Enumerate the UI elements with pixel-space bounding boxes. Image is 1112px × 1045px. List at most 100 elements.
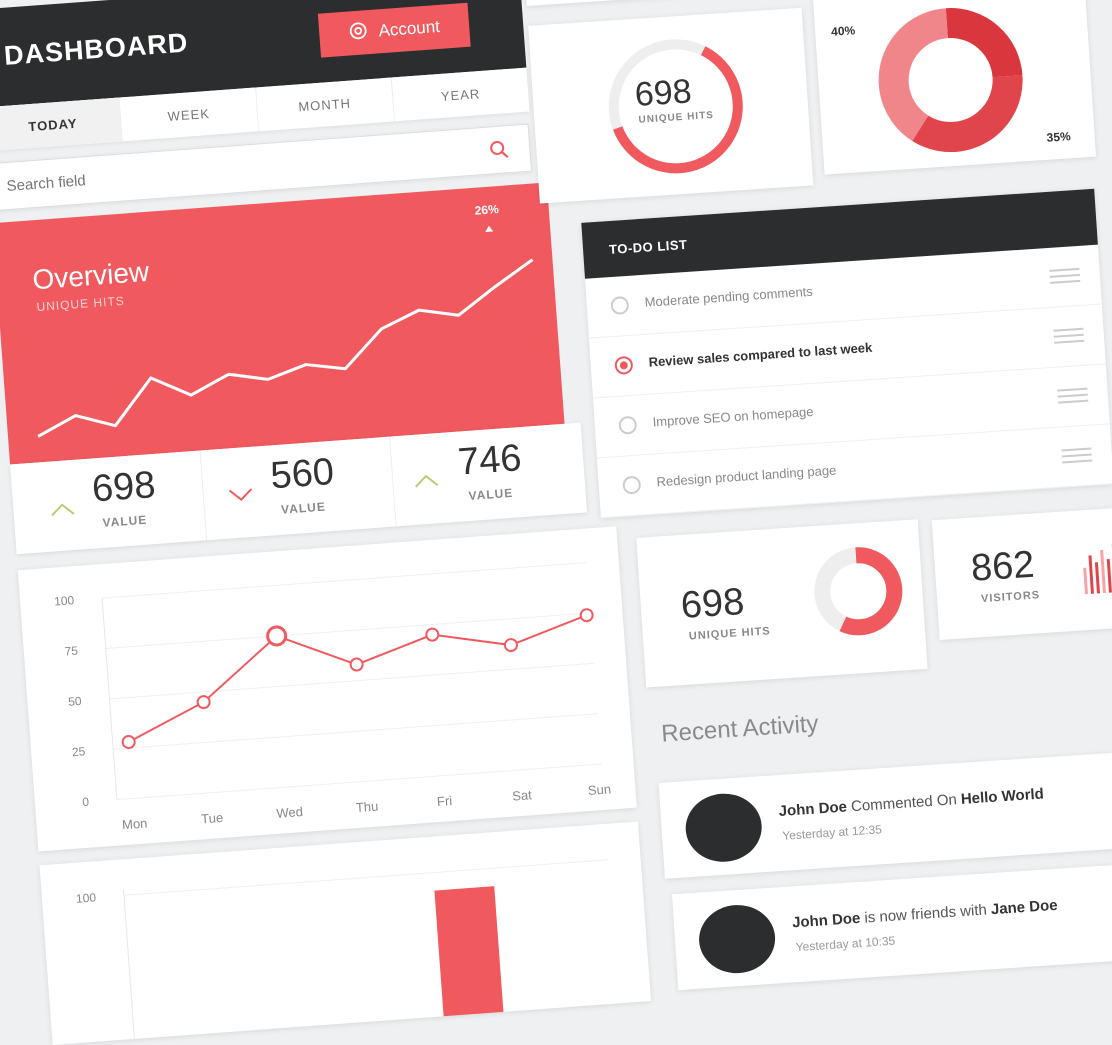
gear-icon xyxy=(348,20,370,46)
visitor-bar xyxy=(1095,562,1100,593)
account-button[interactable]: Account xyxy=(318,3,471,58)
activity-item[interactable]: John Doe is now friends with Jane Doe Ye… xyxy=(672,861,1112,990)
hits-donut xyxy=(636,519,927,687)
activity-target[interactable]: Jane Doe xyxy=(990,897,1058,918)
y-tick-label: 75 xyxy=(64,644,79,659)
account-label: Account xyxy=(378,17,441,41)
todo-title: TO-DO LIST xyxy=(609,237,688,257)
activity-actor[interactable]: John Doe xyxy=(778,799,847,820)
radio-icon[interactable] xyxy=(622,475,641,494)
overview-sparkline xyxy=(0,182,565,464)
donut-value: 698 xyxy=(634,72,693,115)
search-icon[interactable] xyxy=(489,139,511,165)
activity-action: Commented On xyxy=(846,791,961,816)
checked-radio-icon[interactable] xyxy=(614,356,633,375)
tab-week[interactable]: WEEK xyxy=(119,88,258,142)
bar-chart: 100 xyxy=(39,821,651,1044)
gridline xyxy=(102,563,587,599)
stat-label: VALUE xyxy=(102,513,148,530)
stat-value: 746 xyxy=(457,437,523,485)
todo-card: TO-DO LIST Moderate pending comments Revi… xyxy=(581,189,1112,518)
slice-label: 35% xyxy=(1046,129,1071,145)
visitor-bar xyxy=(1107,559,1112,593)
sparkline-path xyxy=(28,260,543,437)
stat-cell: 746 VALUE xyxy=(389,423,588,527)
tab-year[interactable]: YEAR xyxy=(390,68,529,122)
y-tick-label: 100 xyxy=(75,890,96,905)
tab-today[interactable]: TODAY xyxy=(0,98,122,152)
visitors-card: 862 VISITORS xyxy=(932,505,1112,640)
data-point xyxy=(505,639,518,652)
top-strip-card xyxy=(526,0,772,6)
visitors-bars xyxy=(932,505,1112,640)
data-point xyxy=(580,609,593,622)
y-tick-label: 50 xyxy=(68,694,83,709)
radio-dot xyxy=(620,361,629,370)
todo-item-text: Review sales compared to last week xyxy=(648,340,873,370)
activity-item[interactable]: John Doe Commented On Hello World Yester… xyxy=(659,750,1112,879)
activity-action: is now friends with xyxy=(860,901,992,927)
stat-cell: 698 VALUE xyxy=(10,451,206,555)
activity-text: John Doe is now friends with Jane Doe xyxy=(792,897,1058,932)
todo-item-text: Improve SEO on homepage xyxy=(652,404,814,430)
stat-label: VALUE xyxy=(468,486,514,503)
stat-value: 698 xyxy=(91,464,157,512)
drag-handle-bar xyxy=(1058,394,1088,398)
pie-chart: 25%35%40% xyxy=(813,0,1096,175)
drag-handle-bar xyxy=(1062,454,1092,458)
drag-handle-icon[interactable] xyxy=(1053,328,1084,344)
trend-down-icon xyxy=(227,487,254,508)
y-tick-label: 100 xyxy=(54,593,75,608)
visitor-bar xyxy=(1088,555,1094,594)
y-tick-label: 25 xyxy=(71,744,86,759)
x-tick-label: Thu xyxy=(355,798,378,815)
unique-hits-donut-card: 698 UNIQUE HITS xyxy=(528,8,813,204)
drag-handle-icon[interactable] xyxy=(1049,268,1080,284)
pie-slice xyxy=(946,3,1023,80)
x-tick-label: Fri xyxy=(436,793,452,809)
bar-chart-card: 100 xyxy=(39,821,651,1044)
activity-time: Yesterday at 10:35 xyxy=(795,934,895,955)
stat-value: 560 xyxy=(269,451,335,499)
page-title: DASHBOARD xyxy=(3,27,189,71)
data-point xyxy=(267,626,286,645)
avatar xyxy=(684,791,764,864)
drag-handle-icon[interactable] xyxy=(1061,448,1092,464)
recent-activity-title: Recent Activity xyxy=(660,710,819,748)
y-axis xyxy=(123,889,134,1039)
y-tick-label: 0 xyxy=(82,795,90,809)
radio-icon[interactable] xyxy=(610,296,629,315)
hits-summary-card: 698 UNIQUE HITS xyxy=(636,519,927,687)
activity-time: Yesterday at 12:35 xyxy=(782,822,882,843)
activity-target[interactable]: Hello World xyxy=(960,785,1044,807)
data-point xyxy=(122,736,135,749)
data-point xyxy=(426,628,439,641)
radio-icon[interactable] xyxy=(618,416,637,435)
activity-text: John Doe Commented On Hello World xyxy=(778,785,1044,820)
data-point xyxy=(197,696,210,709)
drag-handle-icon[interactable] xyxy=(1057,388,1088,404)
todo-list: Moderate pending comments Review sales co… xyxy=(585,245,1112,519)
visitor-bar xyxy=(1100,550,1106,593)
pie-chart-card: 25%35%40% xyxy=(813,0,1096,175)
search-input[interactable] xyxy=(4,137,469,201)
series-line xyxy=(122,613,594,742)
drag-handle-bar xyxy=(1050,274,1080,278)
x-tick-label: Tue xyxy=(201,810,224,827)
overview-panel: Overview UNIQUE HITS 26% xyxy=(0,182,565,464)
x-tick-label: Sat xyxy=(512,787,533,803)
drag-handle-bar xyxy=(1054,334,1084,338)
todo-item-text: Moderate pending comments xyxy=(644,284,813,310)
stat-cell: 560 VALUE xyxy=(200,437,397,541)
activity-actor[interactable]: John Doe xyxy=(792,910,861,931)
x-tick-label: Mon xyxy=(122,815,148,832)
gridline xyxy=(113,714,598,750)
todo-item-text: Redesign product landing page xyxy=(656,463,837,490)
data-point xyxy=(350,658,363,671)
stat-label: VALUE xyxy=(281,500,327,517)
trend-up-icon xyxy=(413,473,440,494)
avatar xyxy=(697,903,777,976)
tab-month[interactable]: MONTH xyxy=(255,78,394,132)
